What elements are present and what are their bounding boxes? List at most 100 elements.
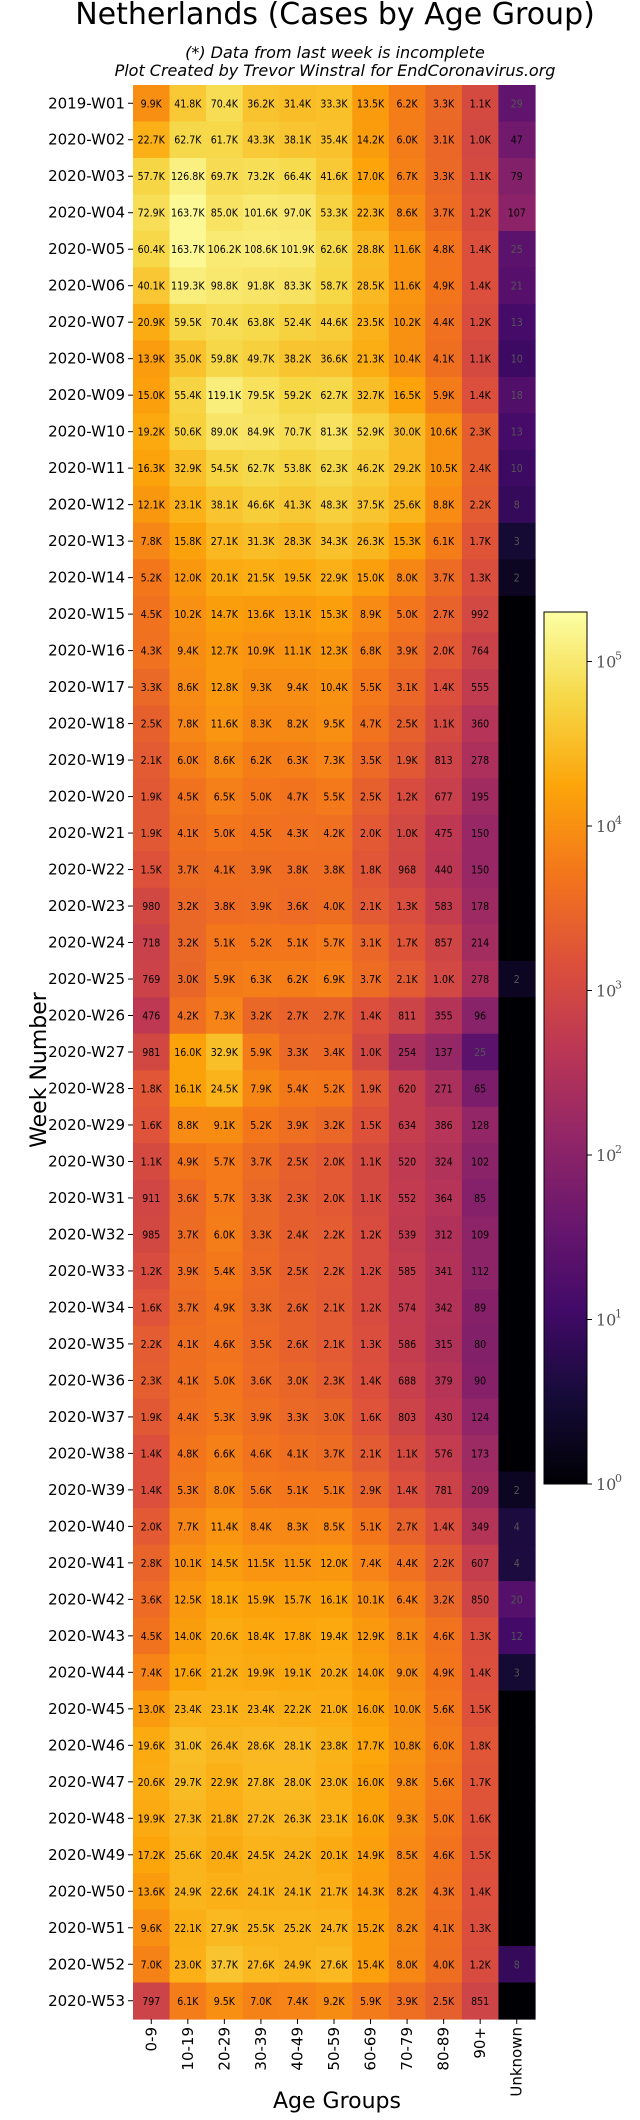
heatmap-cell	[498, 1435, 536, 1473]
cell-value-label: 7.3K	[214, 1011, 236, 1023]
heatmap-cell	[133, 1398, 171, 1436]
cell-value-label: 850	[471, 1594, 489, 1606]
cell-value-label: 2.0K	[141, 1521, 163, 1533]
cell-value-label: 10.2K	[174, 609, 202, 621]
heatmap-cell	[352, 1581, 390, 1619]
cell-value-label: 3.3K	[250, 1229, 272, 1241]
colorbar-tick-base: 10	[596, 653, 616, 672]
cell-value-label: 2.1K	[396, 974, 418, 986]
heatmap-cell	[352, 1435, 390, 1473]
heatmap-cell	[461, 1070, 500, 1108]
cell-value-label: 555	[471, 682, 489, 694]
y-tick-label: 2020-W49	[48, 1846, 125, 1864]
heatmap-cell	[425, 924, 463, 962]
cell-value-label: 4.9K	[433, 1667, 455, 1679]
heatmap-cell	[498, 449, 536, 487]
cell-value-label: 58.7K	[320, 281, 348, 293]
heatmap-cell	[388, 595, 426, 633]
y-tick-label: 2020-W43	[48, 1627, 125, 1645]
cell-value-label: 17.6K	[174, 1667, 202, 1679]
heatmap-cell	[169, 960, 207, 998]
cell-value-label: 15.3K	[320, 609, 348, 621]
cell-value-label: 4.1K	[433, 354, 455, 366]
heatmap-cell	[242, 1873, 280, 1911]
heatmap-cell	[206, 1106, 244, 1144]
heatmap-cell	[461, 121, 500, 159]
heatmap-cell	[388, 924, 426, 962]
cell-value-label: 21.3K	[357, 354, 385, 366]
heatmap-cell	[352, 1690, 390, 1728]
cell-value-label: 26.4K	[211, 1740, 239, 1752]
cell-value-label: 108.6K	[244, 244, 278, 256]
heatmap-cell	[279, 1508, 317, 1546]
cell-value-label: 3.1K	[360, 938, 382, 950]
cell-value-label: 13.9K	[138, 354, 166, 366]
heatmap-cell	[315, 1070, 353, 1108]
heatmap-cell	[279, 1873, 317, 1911]
cell-value-label: 980	[142, 901, 160, 913]
heatmap-cell	[498, 376, 536, 415]
heatmap-cell	[388, 668, 426, 706]
cell-value-label: 70.7K	[284, 427, 312, 439]
cell-value-label: 98.8K	[211, 281, 239, 293]
cell-value-label: 32.7K	[357, 390, 385, 402]
cell-value-label: 1.5K	[360, 1120, 382, 1132]
heatmap-cell	[425, 1727, 463, 1765]
heatmap-cell	[279, 1216, 317, 1254]
heatmap-cell	[352, 522, 390, 560]
heatmap-cell	[133, 1836, 171, 1874]
cell-value-label: 4.4K	[396, 1558, 418, 1570]
y-tick-label: 2020-W34	[48, 1298, 125, 1316]
cell-value-label: 10.5K	[430, 463, 458, 475]
cell-value-label: 8.1K	[396, 1631, 418, 1643]
cell-value-label: 688	[398, 1375, 416, 1387]
heatmap-cell	[133, 1727, 171, 1765]
y-tick-label: 2020-W32	[48, 1225, 125, 1243]
heatmap-cell	[169, 1508, 207, 1546]
cell-value-label: 4	[514, 1521, 520, 1533]
cell-value-label: 23.4K	[247, 1704, 275, 1716]
cell-value-label: 2.5K	[287, 1266, 309, 1278]
heatmap-cell	[242, 1909, 280, 1947]
heatmap-cell	[352, 1471, 390, 1509]
heatmap-cell	[352, 303, 390, 342]
cell-value-label: 3.2K	[433, 1594, 455, 1606]
heatmap-cell	[169, 1179, 207, 1217]
cell-value-label: 718	[142, 938, 160, 950]
cell-value-label: 28.5K	[357, 281, 385, 293]
cell-value-label: 27.9K	[211, 1923, 239, 1935]
cell-value-label: 3.3K	[433, 171, 455, 183]
heatmap-cell	[279, 1070, 317, 1108]
y-tick-label: 2020-W18	[48, 715, 125, 733]
heatmap-cell	[461, 1982, 500, 2020]
cell-value-label: 4.2K	[177, 1011, 199, 1023]
heatmap-cell	[352, 1873, 390, 1911]
heatmap-cell	[498, 486, 536, 524]
cell-value-label: 5.3K	[177, 1485, 199, 1497]
heatmap-cell	[133, 1909, 171, 1947]
cell-value-label: 3.8K	[214, 901, 236, 913]
heatmap-cell	[242, 1690, 280, 1728]
cell-value-label: 1.3K	[470, 1923, 492, 1935]
cell-value-label: 28.6K	[247, 1740, 275, 1752]
heatmap-cell	[206, 1617, 244, 1655]
heatmap-cell	[461, 851, 500, 889]
cell-value-label: 20.1K	[320, 1850, 348, 1862]
cell-value-label: 23.0K	[174, 1959, 202, 1971]
cell-value-label: 9.5K	[323, 719, 345, 731]
cell-value-label: 27.6K	[320, 1959, 348, 1971]
cell-value-label: 8.5K	[323, 1521, 345, 1533]
heatmap-cell	[242, 1033, 280, 1071]
cell-value-label: 8.2K	[287, 719, 309, 731]
heatmap-cell	[242, 1289, 280, 1327]
cell-value-label: 4.6K	[433, 1850, 455, 1862]
cell-value-label: 6.3K	[250, 974, 272, 986]
y-tick-label: 2020-W16	[48, 642, 125, 660]
heatmap-cell	[279, 376, 317, 415]
cell-value-label: 43.3K	[247, 135, 275, 147]
cell-value-label: 1.7K	[470, 1777, 492, 1789]
heatmap-cell	[206, 632, 244, 670]
heatmap-cell	[315, 1690, 353, 1728]
cell-value-label: 30.0K	[393, 427, 421, 439]
heatmap-cell	[169, 157, 207, 196]
